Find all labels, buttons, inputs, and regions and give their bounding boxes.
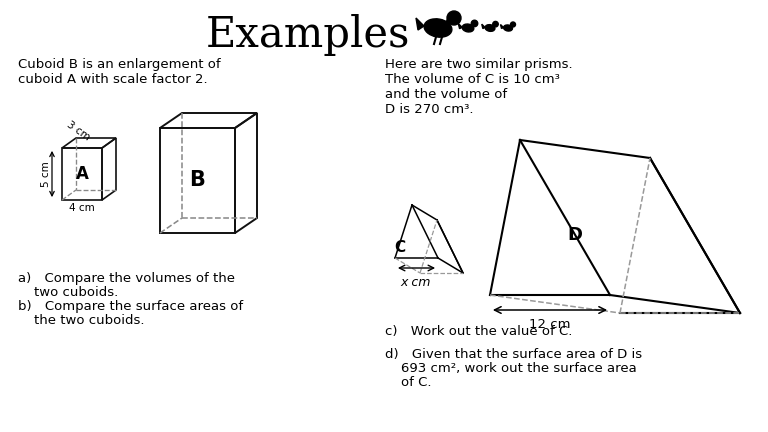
Polygon shape — [416, 18, 424, 30]
Ellipse shape — [485, 25, 495, 32]
Text: Cuboid B is an enlargement of
cuboid A with scale factor 2.: Cuboid B is an enlargement of cuboid A w… — [18, 58, 220, 86]
Text: 5 cm: 5 cm — [41, 161, 51, 187]
Text: 12 cm: 12 cm — [529, 318, 571, 331]
Polygon shape — [493, 22, 497, 26]
Text: the two cuboids.: the two cuboids. — [34, 314, 144, 327]
Circle shape — [493, 22, 498, 27]
Text: A: A — [75, 165, 88, 183]
Text: 3 cm: 3 cm — [65, 119, 92, 142]
Text: B: B — [189, 170, 205, 190]
Ellipse shape — [504, 25, 512, 31]
Text: C: C — [395, 241, 406, 255]
Polygon shape — [458, 23, 462, 29]
Ellipse shape — [462, 24, 474, 32]
Polygon shape — [446, 14, 456, 24]
Text: Examples: Examples — [206, 14, 410, 56]
Polygon shape — [501, 25, 504, 29]
Text: 693 cm², work out the surface area: 693 cm², work out the surface area — [401, 362, 637, 375]
Ellipse shape — [424, 19, 452, 37]
Text: D: D — [568, 226, 582, 244]
Circle shape — [472, 20, 478, 27]
Text: 4 cm: 4 cm — [69, 203, 95, 213]
Text: Here are two similar prisms.
The volume of C is 10 cm³
and the volume of
D is 27: Here are two similar prisms. The volume … — [385, 58, 573, 116]
Polygon shape — [482, 24, 485, 29]
Polygon shape — [511, 23, 514, 26]
Text: a) Compare the volumes of the: a) Compare the volumes of the — [18, 272, 235, 285]
Circle shape — [511, 22, 515, 27]
Text: d) Given that the surface area of D is: d) Given that the surface area of D is — [385, 348, 642, 361]
Text: b) Compare the surface areas of: b) Compare the surface areas of — [18, 300, 243, 313]
Text: c) Work out the value of Ϲ.: c) Work out the value of Ϲ. — [385, 325, 572, 338]
Text: of C.: of C. — [401, 376, 432, 389]
Circle shape — [447, 11, 461, 25]
Text: x cm: x cm — [401, 276, 431, 289]
Text: two cuboids.: two cuboids. — [34, 286, 118, 299]
Polygon shape — [472, 22, 476, 26]
